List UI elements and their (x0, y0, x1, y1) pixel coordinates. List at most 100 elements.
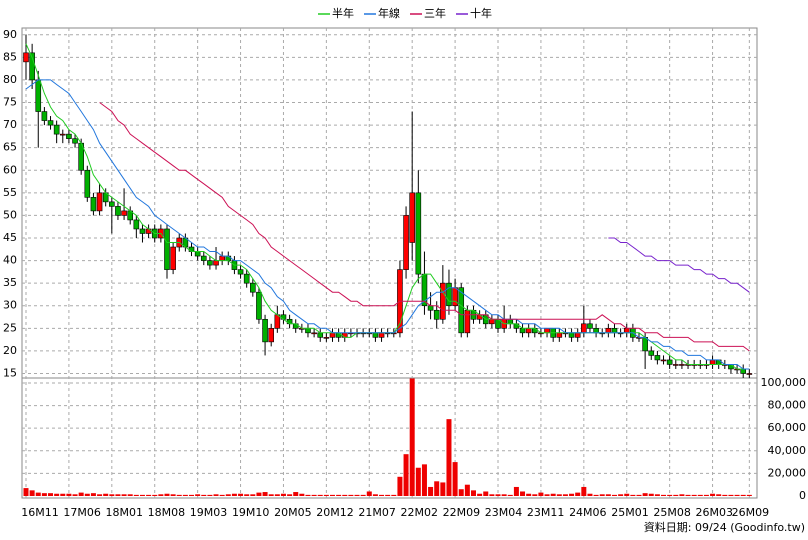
candle-body (213, 260, 219, 266)
volume-bar (661, 494, 667, 496)
volume-bar (611, 494, 617, 496)
volume-bar (127, 494, 133, 496)
volume-bar (599, 494, 605, 496)
candle-body (440, 282, 446, 320)
volume-bar (605, 494, 611, 496)
volume-bar (182, 494, 188, 496)
volume-bar (526, 493, 532, 496)
candle-body (121, 210, 127, 216)
volume-bar (268, 494, 274, 496)
volume-bar (532, 494, 538, 496)
volume-bar (213, 494, 219, 496)
x-tick-label: 21M07 (358, 506, 396, 519)
plot-frame (21, 27, 758, 499)
candle-body (458, 287, 465, 334)
candle-body (139, 228, 146, 234)
y-tick-label: 65 (3, 141, 17, 154)
volume-bar (562, 494, 568, 496)
volume-bar (372, 494, 378, 496)
legend-label: 三年 (424, 6, 446, 20)
volume-bar (219, 494, 225, 496)
volume-bar (323, 494, 329, 496)
candle-body (268, 328, 275, 343)
y-tick-label: 45 (3, 231, 17, 244)
x-tick-label: 23M11 (527, 506, 565, 519)
volume-bar (581, 486, 587, 496)
candle-body (115, 206, 121, 216)
volume-bar (409, 378, 415, 496)
volume-bar (158, 494, 164, 496)
candle-body (556, 332, 563, 338)
candle-body (72, 138, 78, 144)
volume-bar (317, 494, 323, 496)
candle-body (164, 228, 170, 270)
candle-body (672, 364, 679, 366)
candle-body (409, 192, 415, 243)
candle-body (623, 328, 630, 334)
x-tick-label: 25M08 (653, 506, 691, 519)
candle-body (403, 215, 409, 270)
volume-bar (464, 484, 470, 496)
x-tick-label: 22M02 (401, 506, 439, 519)
volume-bar (23, 488, 29, 496)
volume-bar (84, 493, 90, 496)
x-tick-label: 20M12 (316, 506, 354, 519)
candle-body (41, 111, 48, 121)
candle-body (476, 314, 483, 320)
volume-bar (238, 493, 244, 496)
volume-bar (654, 494, 660, 496)
candle-body (433, 309, 440, 320)
candle-body (225, 255, 232, 261)
volume-bar (54, 493, 60, 496)
y2-tick-label: 0 (799, 489, 806, 502)
volume-bar (379, 494, 385, 496)
volume-bar (446, 419, 452, 496)
x-tick-label: 23M04 (485, 506, 523, 519)
volume-bar (685, 494, 691, 496)
y-tick-label: 55 (3, 186, 17, 199)
candle-body (709, 359, 716, 365)
volume-bar (679, 494, 685, 496)
y-tick-label: 20 (3, 344, 17, 357)
volume-bar (440, 482, 446, 496)
volume-bar (716, 494, 722, 496)
y2-tick-label: 40,000 (768, 444, 807, 457)
volume-bar (728, 494, 734, 496)
ma-line (25, 79, 750, 370)
source-note: 資料日期: 09/24 (Goodinfo.tw) (644, 520, 805, 534)
volume-bar (483, 491, 489, 496)
x-tick-label: 26M03 (695, 506, 733, 519)
candle-body (29, 52, 35, 81)
volume-bar (385, 494, 391, 496)
candle-body (219, 255, 225, 261)
candle-body (740, 368, 747, 374)
y-tick-label: 40 (3, 254, 17, 267)
candle-body (59, 133, 66, 136)
volume-bar (201, 494, 207, 496)
y-tick-label: 90 (3, 28, 17, 41)
volume-bar (740, 494, 746, 496)
y2-tick-label: 20,000 (768, 466, 807, 479)
volume-bar (703, 494, 709, 496)
volume-bar (66, 493, 72, 496)
y2-tick-label: 80,000 (768, 399, 807, 412)
volume-bar (470, 490, 476, 496)
volume-bar (121, 494, 127, 496)
volume-bar (489, 494, 495, 496)
volume-bar (109, 494, 115, 496)
candle-body (188, 246, 195, 252)
candle-body (323, 337, 330, 339)
y-tick-label: 70 (3, 118, 17, 131)
volume-bar (48, 493, 54, 496)
volume-bar (305, 494, 311, 496)
candle-body (200, 255, 207, 261)
volume-bar (556, 494, 562, 496)
legend-label: 半年 (332, 6, 354, 20)
volume-bar (195, 494, 201, 496)
volume-bar (538, 492, 544, 496)
volume-bar (146, 494, 152, 496)
volume-bar (287, 494, 293, 496)
candle-body (642, 337, 648, 352)
volume-bar (78, 492, 84, 496)
legend-label: 十年 (470, 6, 492, 20)
